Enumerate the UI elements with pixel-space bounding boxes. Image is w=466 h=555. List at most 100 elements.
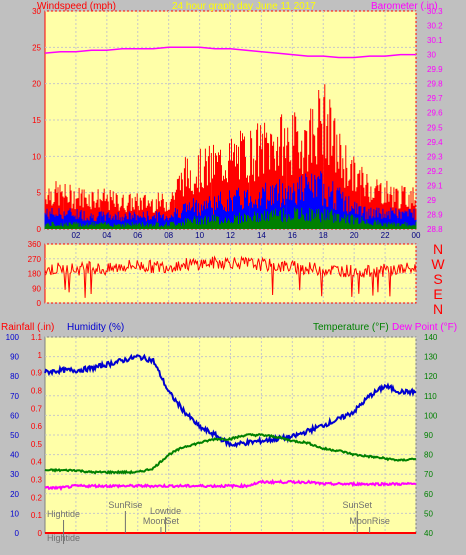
humidity-y-tick-label: 30 (10, 470, 19, 479)
direction-y-tick-label: 360 (28, 240, 42, 249)
wind-direction-series (44, 255, 417, 298)
rain-y-tick-label: 0.4 (31, 458, 43, 467)
windspeed-axis-label: Windspeed (mph) (37, 1, 116, 12)
barometer-series (44, 46, 416, 59)
wind-y-tick-label: 30 (32, 7, 41, 16)
wind-y-tick-label: 0 (37, 225, 42, 234)
x-tick-label: 02 (71, 231, 80, 240)
temperature-y-tick-label: 40 (424, 529, 433, 538)
humidity-y-tick-label: 10 (10, 509, 19, 518)
direction-y-tick-label: 90 (32, 284, 41, 293)
barometer-axis-label: Barometer (.in) (371, 1, 438, 12)
annotation-label: SunRise (108, 500, 142, 510)
rain-y-tick-label: 0.8 (31, 386, 43, 395)
temperature-y-tick-label: 130 (424, 353, 438, 362)
annotation-label: Hightide (47, 509, 80, 519)
wind-y-tick-label: 20 (32, 80, 41, 89)
baro-y-tick-label: 29.9 (427, 65, 443, 74)
x-tick-label: 12 (226, 231, 235, 240)
baro-y-tick-label: 29.6 (427, 109, 443, 118)
annotation-label: Hightide (47, 533, 80, 543)
graph-title: 24 hour graph day June 11 2017 (172, 1, 316, 12)
compass-direction-label: S (433, 271, 442, 287)
compass-direction-label: N (433, 241, 443, 257)
humidity-y-tick-label: 20 (10, 490, 19, 499)
rain-y-tick-label: 0 (38, 529, 43, 538)
rain-y-tick-label: 0.6 (31, 422, 43, 431)
baro-y-tick-label: 30 (427, 51, 436, 60)
x-tick-label: 08 (164, 231, 173, 240)
wind-y-tick-label: 5 (37, 189, 42, 198)
x-tick-label: 04 (102, 231, 111, 240)
temperature-y-tick-label: 140 (424, 333, 438, 342)
x-tick-label: 10 (195, 231, 204, 240)
baro-y-tick-label: 28.9 (427, 210, 443, 219)
rain-y-tick-label: 0.7 (31, 404, 43, 413)
wind-y-tick-label: 10 (32, 152, 41, 161)
baro-y-tick-label: 30.2 (427, 22, 443, 31)
temperature-axis-label: Temperature (°F) (313, 322, 389, 333)
x-tick-label: 20 (350, 231, 359, 240)
direction-y-tick-label: 180 (28, 270, 42, 279)
x-tick-label: 18 (319, 231, 328, 240)
humidity-y-tick-label: 40 (10, 451, 19, 460)
baro-y-tick-label: 29.4 (427, 138, 443, 147)
temperature-y-tick-label: 110 (424, 392, 437, 401)
humidity-axis-label: Humidity (%) (67, 322, 124, 333)
temperature-series (44, 433, 417, 475)
humidity-y-tick-label: 100 (6, 333, 20, 342)
dewpoint-axis-label: Dew Point (°F) (392, 322, 457, 333)
direction-y-tick-label: 270 (28, 255, 42, 264)
humidity-y-tick-label: 50 (10, 431, 19, 440)
x-tick-label: 22 (381, 231, 390, 240)
rainfall-axis-label: Rainfall (.in) (1, 322, 54, 333)
wind-y-tick-label: 25 (32, 43, 41, 52)
dewpoint-series (44, 478, 417, 492)
x-tick-label: 14 (257, 231, 266, 240)
annotation-label: Lowtide (150, 506, 181, 516)
temperature-y-tick-label: 100 (424, 411, 438, 420)
rain-y-tick-label: 0.3 (31, 476, 43, 485)
rain-y-tick-label: 0.9 (31, 369, 43, 378)
humidity-y-tick-label: 60 (10, 411, 19, 420)
baro-y-tick-label: 29.5 (427, 123, 443, 132)
x-tick-label: 16 (288, 231, 297, 240)
rain-y-tick-label: 0.2 (31, 493, 43, 502)
humidity-y-tick-label: 70 (10, 392, 19, 401)
wind-y-tick-label: 15 (32, 116, 41, 125)
rain-y-tick-label: 0.5 (31, 440, 43, 449)
rain-y-tick-label: 1 (38, 351, 43, 360)
baro-y-tick-label: 29.1 (427, 181, 443, 190)
annotation-label: MoonRise (349, 516, 390, 526)
x-tick-label: 06 (133, 231, 142, 240)
humidity-y-tick-label: 0 (15, 529, 20, 538)
annotation-label: MoonSet (143, 516, 180, 526)
baro-y-tick-label: 29.8 (427, 80, 443, 89)
temperature-y-tick-label: 90 (424, 431, 433, 440)
temperature-y-tick-label: 50 (424, 509, 433, 518)
compass-direction-label: E (433, 286, 442, 302)
temperature-y-tick-label: 70 (424, 470, 433, 479)
compass-direction-label: N (433, 301, 443, 317)
baro-y-tick-label: 29 (427, 196, 436, 205)
humidity-series (44, 353, 417, 449)
baro-y-tick-label: 29.3 (427, 152, 443, 161)
baro-y-tick-label: 30.1 (427, 36, 443, 45)
humidity-y-tick-label: 90 (10, 353, 19, 362)
baro-y-tick-label: 29.2 (427, 167, 443, 176)
baro-y-tick-label: 28.8 (427, 225, 443, 234)
temperature-y-tick-label: 120 (424, 372, 438, 381)
rain-y-tick-label: 1.1 (31, 333, 43, 342)
temperature-y-tick-label: 60 (424, 490, 433, 499)
wind-gust-series (44, 84, 417, 229)
temperature-y-tick-label: 80 (424, 451, 433, 460)
x-tick-label: 00 (412, 231, 421, 240)
baro-y-tick-label: 29.7 (427, 94, 443, 103)
rain-y-tick-label: 0.1 (31, 511, 43, 520)
baro-y-tick-label: 30.3 (427, 7, 443, 16)
compass-direction-label: W (431, 256, 445, 272)
wind-minimum-series (44, 207, 417, 229)
direction-y-tick-label: 0 (37, 299, 42, 308)
humidity-y-tick-label: 80 (10, 372, 19, 381)
